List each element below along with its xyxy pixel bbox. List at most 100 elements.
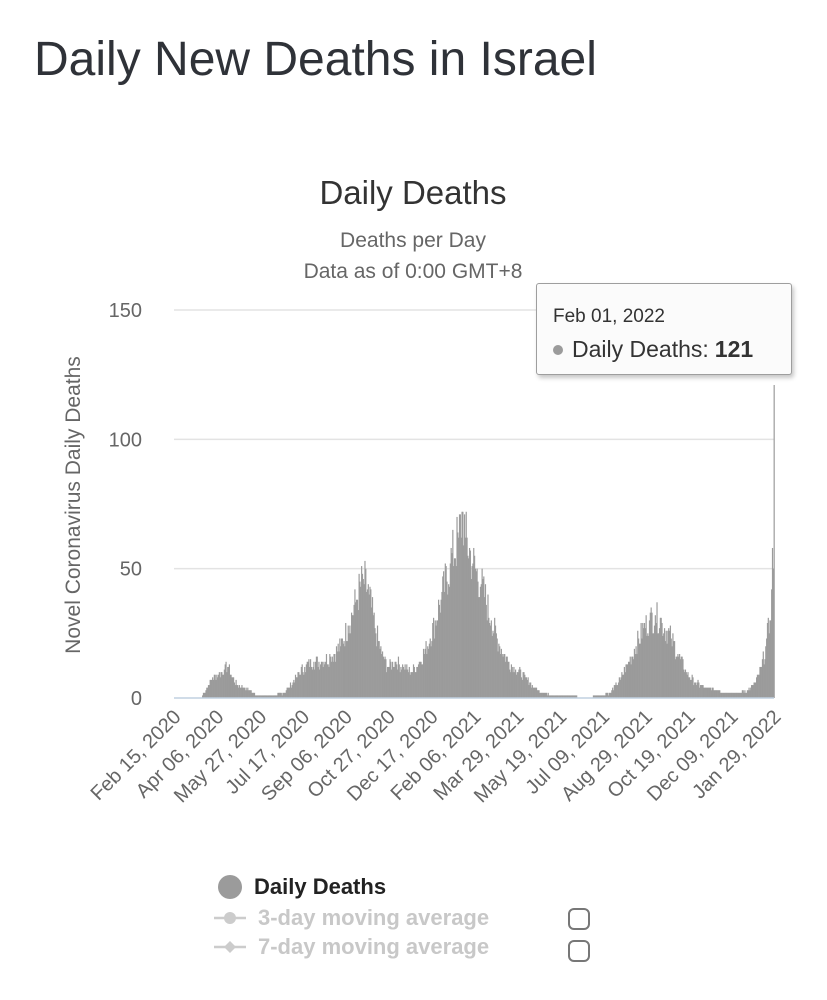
bar[interactable] [268, 695, 270, 698]
bar[interactable] [253, 692, 256, 698]
bar[interactable] [289, 687, 291, 698]
bar[interactable] [315, 661, 317, 698]
bar[interactable] [274, 695, 277, 698]
bar[interactable] [331, 656, 333, 698]
bar[interactable] [633, 659, 635, 698]
bar[interactable] [718, 690, 720, 698]
bar[interactable] [454, 558, 456, 698]
bar[interactable] [248, 690, 250, 698]
bar[interactable] [389, 659, 391, 698]
bar[interactable] [221, 672, 223, 698]
bar[interactable] [375, 633, 377, 698]
bar[interactable] [535, 687, 537, 698]
bar[interactable] [512, 672, 514, 698]
bar[interactable] [618, 677, 620, 698]
bar[interactable] [521, 679, 523, 698]
bar[interactable] [507, 661, 509, 698]
bar[interactable] [342, 643, 344, 698]
bar[interactable] [496, 638, 498, 698]
bar[interactable] [756, 677, 758, 698]
bar[interactable] [641, 638, 643, 698]
bar[interactable] [292, 682, 294, 698]
bar[interactable] [245, 687, 247, 698]
bar[interactable] [709, 687, 711, 698]
bar[interactable] [414, 672, 416, 698]
bar[interactable] [225, 661, 227, 698]
bar[interactable] [484, 584, 487, 698]
bar[interactable] [710, 690, 713, 698]
bar[interactable] [415, 672, 417, 698]
bar[interactable] [750, 685, 753, 698]
bar[interactable] [723, 692, 725, 698]
bar[interactable] [717, 690, 719, 698]
bar[interactable] [481, 568, 483, 698]
bar[interactable] [304, 672, 307, 698]
bar[interactable] [364, 560, 366, 698]
bar[interactable] [433, 617, 435, 698]
bar[interactable] [278, 692, 280, 698]
bar[interactable] [468, 547, 471, 698]
bar[interactable] [690, 679, 692, 698]
bar[interactable] [608, 692, 610, 698]
bar[interactable] [489, 625, 492, 698]
bar[interactable] [643, 628, 645, 698]
bar[interactable] [362, 579, 364, 698]
bar[interactable] [719, 690, 721, 698]
bar[interactable] [413, 666, 415, 698]
legend-item-7-day-average[interactable]: 7-day moving average [214, 934, 489, 960]
bar[interactable] [337, 643, 339, 698]
bar[interactable] [638, 643, 641, 698]
bar[interactable] [325, 661, 327, 698]
bar[interactable] [485, 604, 487, 698]
bar[interactable] [484, 597, 486, 698]
bar[interactable] [646, 635, 648, 698]
bar[interactable] [530, 687, 533, 698]
bar[interactable] [492, 630, 494, 698]
bar[interactable] [552, 695, 554, 698]
bar[interactable] [683, 669, 685, 698]
bar[interactable] [515, 669, 517, 698]
bar[interactable] [335, 661, 337, 698]
bar[interactable] [432, 622, 434, 698]
bar[interactable] [338, 651, 340, 698]
bar[interactable] [234, 685, 236, 698]
bar[interactable] [650, 607, 652, 698]
bar[interactable] [402, 666, 405, 698]
bar[interactable] [217, 677, 219, 698]
bar[interactable] [545, 692, 548, 698]
bar[interactable] [243, 687, 246, 698]
bar[interactable] [621, 672, 623, 698]
bar[interactable] [211, 679, 213, 698]
bar[interactable] [494, 617, 496, 698]
bar[interactable] [409, 674, 411, 698]
bar[interactable] [749, 690, 751, 698]
bar[interactable] [645, 615, 647, 698]
bar[interactable] [599, 695, 601, 698]
bar[interactable] [498, 643, 500, 698]
bar[interactable] [766, 622, 769, 698]
bar[interactable] [452, 529, 454, 698]
bar[interactable] [266, 695, 268, 698]
bar[interactable] [622, 674, 624, 698]
bar[interactable] [431, 641, 433, 698]
bar[interactable] [606, 692, 608, 698]
bar[interactable] [407, 669, 409, 698]
bar[interactable] [530, 682, 532, 698]
bar[interactable] [319, 669, 321, 698]
bar[interactable] [482, 579, 484, 698]
bar[interactable] [209, 679, 211, 698]
bar[interactable] [525, 677, 528, 698]
bar[interactable] [551, 695, 554, 698]
bar[interactable] [422, 664, 424, 698]
bar[interactable] [273, 695, 275, 698]
bar[interactable] [565, 695, 567, 698]
bar[interactable] [531, 685, 533, 698]
bar[interactable] [212, 677, 214, 698]
bar[interactable] [771, 589, 773, 698]
bar[interactable] [505, 656, 507, 698]
bar[interactable] [540, 692, 543, 698]
bar[interactable] [478, 597, 480, 698]
bar[interactable] [522, 672, 524, 698]
bar[interactable] [730, 692, 732, 698]
bar[interactable] [594, 695, 596, 698]
